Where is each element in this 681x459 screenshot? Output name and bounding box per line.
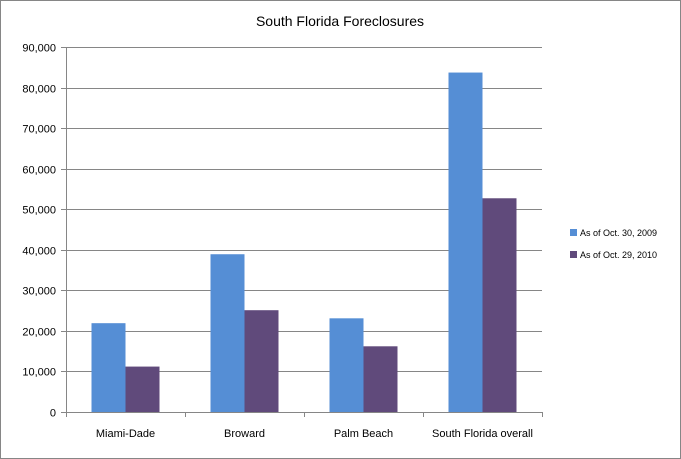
y-tick-label: 20,000	[22, 327, 56, 339]
bar-2010	[363, 346, 398, 412]
y-tick-label: 80,000	[22, 84, 56, 96]
y-tick-label: 40,000	[22, 246, 56, 258]
chart-title: South Florida Foreclosures	[256, 13, 424, 29]
y-tick-label: 70,000	[22, 124, 56, 136]
y-tick-label: 10,000	[22, 367, 56, 379]
y-tick-label: 0	[50, 408, 56, 420]
bar-2009	[329, 318, 364, 412]
x-category-label: South Florida overall	[432, 428, 533, 440]
bar-2010	[125, 366, 160, 412]
x-category-label: Miami-Dade	[96, 428, 155, 440]
legend-swatch	[570, 251, 577, 258]
y-axis-ticks: 0 10,000 20,000 30,000 40,000 50,000 60,000 70,…	[22, 43, 66, 420]
y-tick-label: 50,000	[22, 205, 56, 217]
legend: As of Oct. 30, 2009 As of Oct. 29, 2010	[570, 228, 657, 260]
bar-2009	[210, 254, 245, 412]
x-category-label: Palm Beach	[334, 428, 393, 440]
legend-label: As of Oct. 30, 2009	[580, 228, 657, 238]
y-tick-label: 90,000	[22, 43, 56, 55]
bar-2010	[244, 310, 279, 412]
legend-swatch	[570, 229, 577, 236]
bar-2009	[448, 72, 483, 413]
x-category-label: Broward	[224, 428, 265, 440]
legend-label: As of Oct. 29, 2010	[580, 250, 657, 260]
y-tick-label: 60,000	[22, 165, 56, 177]
y-tick-label: 30,000	[22, 286, 56, 298]
x-axis: Miami-Dade Broward Palm Beach South Florida…	[66, 47, 543, 440]
bars	[91, 72, 517, 413]
bar-2010	[482, 198, 517, 412]
bar-2009	[91, 323, 126, 412]
